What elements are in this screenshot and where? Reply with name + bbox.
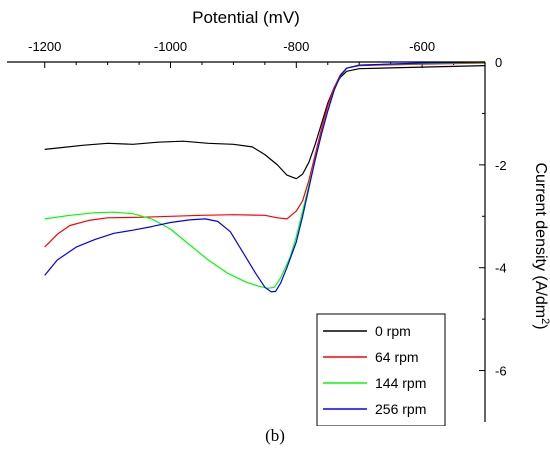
legend-label: 144 rpm — [375, 375, 426, 391]
y-tick-label: -6 — [495, 364, 507, 379]
chart: Potential (mV) -1200 -1000 -800 -600 0 -2 -4 -… — [7, 8, 550, 426]
y-tick-label: -2 — [495, 158, 507, 173]
figure-caption: (b) — [0, 426, 550, 446]
caption-text: (b) — [265, 426, 285, 445]
series-line-3 — [44, 61, 486, 289]
x-tick-label: -800 — [283, 39, 309, 54]
legend: 0 rpm 64 rpm 144 rpm 256 rpm — [316, 313, 446, 426]
legend-label: 64 rpm — [375, 349, 419, 365]
x-axis-label: Potential (mV) — [192, 8, 300, 27]
series-lines — [44, 61, 486, 293]
legend-box — [316, 313, 446, 426]
legend-label: 0 rpm — [375, 323, 411, 339]
y-tick-label: -4 — [495, 261, 507, 276]
x-tick-label: -600 — [409, 39, 435, 54]
y-axis-label: Current density (A/dm2) — [532, 162, 550, 329]
x-tick-label: -1200 — [28, 39, 61, 54]
x-axis-ticks: -1200 -1000 -800 -600 — [28, 39, 455, 68]
series-line-1 — [44, 65, 486, 180]
y-tick-label: 0 — [495, 55, 502, 70]
x-tick-label: -1000 — [154, 39, 187, 54]
y-axis-ticks: 0 -2 -4 -6 — [479, 55, 507, 379]
series-line-4 — [44, 61, 486, 293]
legend-label: 256 rpm — [375, 401, 426, 417]
